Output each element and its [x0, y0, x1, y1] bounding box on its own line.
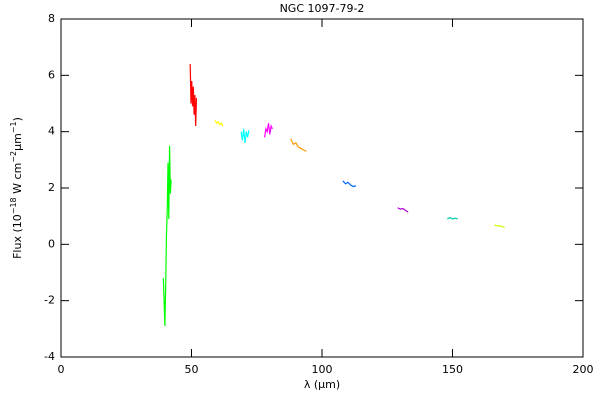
x-tick-label: 150: [442, 363, 463, 376]
y-axis-label: Flux (10−18 W cm−2μm−1): [9, 117, 24, 259]
y-axis-label-part: μm: [11, 133, 24, 151]
spectrum-line: [342, 180, 357, 188]
y-tick-label: -4: [44, 350, 55, 363]
spectrum-line: [494, 224, 505, 229]
y-tick-label: 6: [48, 68, 55, 81]
x-tick-label: 50: [185, 363, 199, 376]
spectrum-line: [162, 145, 172, 327]
spectrum-line: [290, 138, 307, 152]
y-tick-label: 8: [48, 12, 55, 25]
y-axis-label-part: −18: [9, 197, 18, 214]
spectrum-line: [189, 64, 198, 127]
y-tick-label: -2: [44, 294, 55, 307]
y-tick-label: 0: [48, 237, 55, 250]
y-tick-label: 2: [48, 181, 55, 194]
x-axis-label: λ (μm): [304, 378, 340, 391]
chart-title: NGC 1097-79-2: [280, 2, 365, 15]
spectrum-line: [263, 123, 273, 138]
x-tick-label: 0: [58, 363, 65, 376]
y-axis-label-part: W cm: [11, 163, 24, 198]
spectrum-line: [397, 207, 409, 213]
x-tick-label: 200: [573, 363, 594, 376]
y-axis-label-part: ): [11, 117, 24, 121]
y-tick-label: 4: [48, 125, 55, 138]
spectrum-line: [240, 128, 250, 143]
spectrum-line: [446, 216, 458, 220]
y-axis-label-part: −2: [9, 151, 18, 163]
x-tick-label: 100: [312, 363, 333, 376]
plot-frame: [60, 18, 584, 358]
y-axis-label-part: Flux (10: [11, 214, 24, 259]
spectrum-line: [214, 120, 224, 127]
y-axis-label-part: −1: [9, 121, 18, 133]
